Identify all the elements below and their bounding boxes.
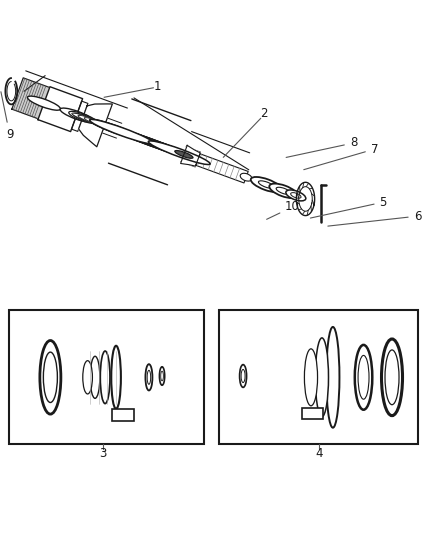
Polygon shape (180, 146, 200, 166)
Ellipse shape (72, 113, 106, 126)
Ellipse shape (111, 346, 121, 409)
Text: 4: 4 (315, 448, 323, 461)
Bar (9, 310, 204, 444)
Bar (302, 408, 323, 419)
Text: 7: 7 (304, 143, 378, 169)
Ellipse shape (69, 111, 97, 124)
Ellipse shape (125, 133, 190, 157)
Ellipse shape (286, 190, 306, 201)
Ellipse shape (161, 371, 163, 381)
Ellipse shape (240, 173, 252, 181)
Text: 1: 1 (154, 79, 162, 93)
Ellipse shape (131, 135, 196, 159)
Text: 5: 5 (311, 196, 387, 218)
Polygon shape (102, 118, 201, 167)
Ellipse shape (326, 327, 339, 427)
Ellipse shape (100, 351, 110, 403)
Ellipse shape (120, 131, 182, 154)
Ellipse shape (88, 119, 136, 138)
Ellipse shape (40, 341, 61, 414)
Text: 2: 2 (260, 107, 268, 120)
Ellipse shape (83, 361, 92, 394)
Ellipse shape (116, 129, 174, 151)
Text: 8: 8 (286, 136, 357, 157)
Polygon shape (109, 99, 194, 186)
Ellipse shape (84, 118, 119, 131)
Ellipse shape (358, 356, 369, 399)
Ellipse shape (258, 181, 274, 188)
Text: 9: 9 (1, 92, 14, 141)
Polygon shape (196, 154, 248, 183)
Ellipse shape (90, 356, 100, 398)
Ellipse shape (291, 192, 301, 198)
Ellipse shape (355, 345, 372, 410)
Ellipse shape (106, 125, 147, 141)
Ellipse shape (147, 141, 205, 163)
Polygon shape (297, 182, 314, 215)
Bar (112, 409, 134, 421)
Ellipse shape (147, 370, 151, 384)
Polygon shape (38, 87, 83, 132)
Text: 6: 6 (328, 209, 421, 226)
Ellipse shape (43, 352, 57, 402)
Ellipse shape (251, 177, 282, 192)
Ellipse shape (139, 138, 201, 161)
Ellipse shape (28, 96, 60, 110)
Ellipse shape (112, 128, 166, 148)
Ellipse shape (315, 338, 328, 417)
Ellipse shape (60, 108, 93, 122)
Ellipse shape (148, 141, 210, 165)
Ellipse shape (109, 126, 156, 145)
Ellipse shape (276, 187, 291, 195)
Ellipse shape (89, 119, 154, 144)
Polygon shape (12, 78, 49, 119)
Ellipse shape (241, 369, 245, 383)
Ellipse shape (175, 150, 193, 158)
Ellipse shape (304, 349, 318, 406)
Ellipse shape (113, 128, 131, 135)
Ellipse shape (240, 365, 247, 387)
Polygon shape (79, 104, 113, 147)
Ellipse shape (269, 183, 297, 198)
Bar (219, 310, 418, 444)
Ellipse shape (385, 350, 399, 405)
Ellipse shape (73, 113, 96, 123)
Ellipse shape (159, 367, 165, 385)
Ellipse shape (145, 364, 152, 391)
Ellipse shape (381, 339, 403, 416)
Text: 10: 10 (267, 200, 300, 219)
Polygon shape (71, 101, 88, 132)
Text: 3: 3 (99, 448, 106, 461)
Ellipse shape (92, 120, 143, 140)
Ellipse shape (78, 115, 113, 128)
